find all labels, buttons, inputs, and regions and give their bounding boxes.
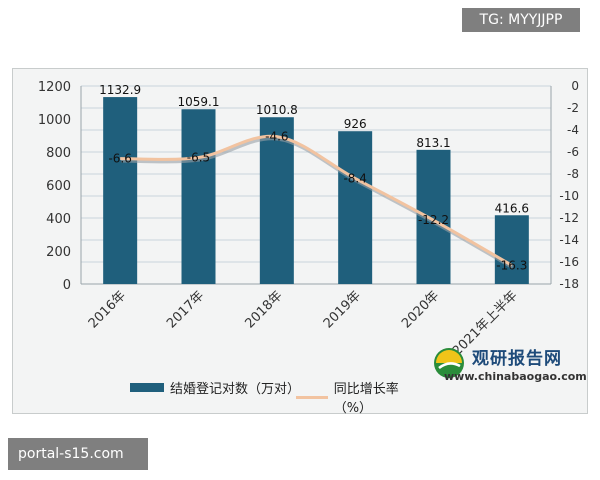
watermark-url: www.chinabaogao.com	[444, 370, 587, 383]
line-value-label: -16.3	[496, 258, 527, 272]
y-right-tick-label: -8	[567, 167, 579, 181]
y-right-tick-label: -4	[567, 123, 579, 137]
legend-item-bar: 结婚登记对数（万对）	[130, 378, 300, 397]
y-right-tick-label: -14	[559, 233, 579, 247]
y-left-tick-label: 400	[46, 212, 71, 227]
portal-badge: portal-s15.com	[8, 438, 148, 470]
bar	[494, 215, 529, 284]
line-value-label: -4.6	[265, 130, 288, 144]
bar-value-label: 813.1	[416, 136, 450, 150]
bar-value-label: 416.6	[495, 201, 529, 215]
bar	[259, 117, 294, 284]
y-right-tick-label: -2	[567, 101, 579, 115]
bar	[103, 97, 138, 284]
watermark-title: 观研报告网	[472, 349, 562, 369]
y-right-tick-label: -18	[559, 277, 579, 291]
bar-value-label: 926	[344, 117, 367, 131]
y-left-tick-label: 1000	[38, 113, 71, 128]
x-tick-label: 2018年	[242, 288, 285, 331]
chart-frame: 0 -2 -4 -6 -8 -10 -12 -14 -16 -18 0 200 400 600 800 100…	[12, 68, 588, 414]
legend-item-line: 同比增长率（%）	[296, 378, 430, 416]
legend-bar-swatch	[130, 383, 164, 392]
y-left-tick-label: 1200	[38, 80, 71, 95]
bar-value-label: 1010.8	[256, 103, 298, 117]
legend-bar-label: 结婚登记对数（万对）	[170, 382, 301, 397]
y-right-tick-label: 0	[571, 79, 579, 93]
x-tick-label: 2017年	[164, 288, 207, 331]
combo-chart: 0 -2 -4 -6 -8 -10 -12 -14 -16 -18 0 200 400 600 800 100…	[38, 79, 579, 359]
y-right-tick-label: -10	[559, 189, 579, 203]
y-right-tick-label: -12	[559, 211, 579, 225]
tg-badge: TG: MYYJJPP	[462, 8, 580, 32]
x-tick-label: 2019年	[321, 288, 364, 331]
x-tick-label: 2020年	[399, 288, 442, 331]
watermark: 观研报告网 www.chinabaogao.com	[432, 344, 587, 388]
line-value-label: -6.6	[108, 152, 131, 166]
bar	[338, 131, 373, 284]
y-left-tick-label: 800	[46, 146, 71, 161]
bar-value-label: 1132.9	[99, 83, 141, 97]
line-value-label: -12.2	[418, 213, 449, 227]
series-line	[120, 134, 513, 267]
y-left-tick-label: 200	[46, 245, 71, 260]
y-right-tick-label: -6	[567, 145, 579, 159]
y-left-tick-label: 0	[63, 278, 71, 293]
line-value-label: -8.4	[343, 171, 366, 185]
y-left-tick-label: 600	[46, 179, 71, 194]
legend-line-swatch	[296, 395, 328, 399]
bar-value-label: 1059.1	[178, 95, 220, 109]
x-tick-label: 2016年	[86, 288, 129, 331]
legend-line-label: 同比增长率（%）	[333, 382, 399, 416]
chart-legend: 结婚登记对数（万对） 同比增长率（%）	[100, 372, 430, 416]
y-right-tick-label: -16	[559, 255, 579, 269]
watermark-logo-icon	[434, 348, 464, 378]
bar	[181, 109, 216, 284]
line-value-label: -6.5	[187, 151, 210, 165]
